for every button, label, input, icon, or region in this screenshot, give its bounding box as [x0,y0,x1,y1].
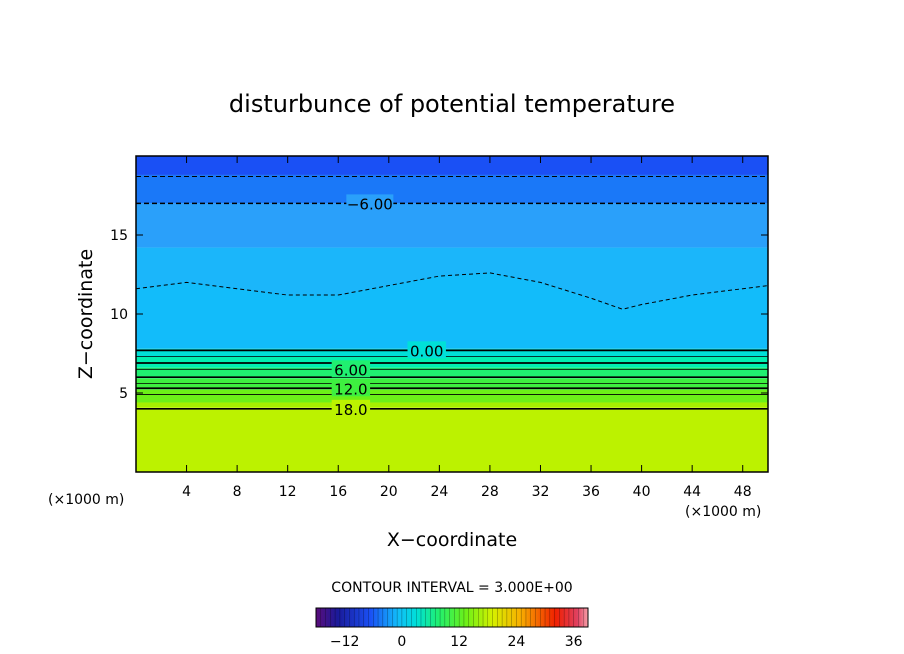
x-tick-label: 4 [182,484,191,500]
upper-region-shade [136,247,768,310]
contour-label: 6.00 [334,361,367,379]
x-tick-label: 12 [279,484,297,500]
contour-label: 0.00 [410,342,443,360]
x-unit-right: (×1000 m) [685,504,761,520]
x-tick-label: 24 [430,484,448,500]
color-band [136,348,768,357]
x-unit-left: (×1000 m) [48,492,124,508]
contour-label-bg [331,379,371,397]
contour-lines [136,176,768,410]
colorbar-tick-label: 0 [397,634,406,650]
color-band [136,174,768,204]
colorbar-tick-label: 36 [565,634,583,650]
chart-title: disturbunce of potential temperature [229,90,675,118]
contour-label: 12.0 [334,380,367,398]
contour-label-bg [331,399,371,417]
x-tick-label: 28 [481,484,499,500]
x-axis-label: X−coordinate [387,529,517,551]
y-tick-label: 10 [110,307,128,323]
y-tick-label: 5 [119,386,128,402]
color-band [136,407,768,472]
color-band [136,389,768,403]
x-tick-label: 48 [734,484,752,500]
y-tick-label: 15 [110,228,128,244]
x-axis-ticks: 4 8 12 16 20 24 28 32 36 40 44 48 [182,156,752,500]
contour-label-bg [331,360,371,378]
y-axis-label: Z−coordinate [75,249,97,379]
contour-label: −6.00 [347,195,393,213]
color-band [136,367,768,379]
x-tick-label: 32 [532,484,550,500]
contour-interval-text: CONTOUR INTERVAL = 3.000E+00 [331,580,572,596]
x-tick-label: 8 [233,484,242,500]
colorbar-tick-label: −12 [330,634,360,650]
colorbar-ticks: −12 0 12 24 36 [330,634,583,650]
x-tick-label: 16 [329,484,347,500]
color-band [136,378,768,390]
contour-label-bg [407,341,446,359]
wavy-dashed-contour [136,272,768,310]
x-tick-label: 36 [582,484,600,500]
y-axis-ticks: 5 10 15 [110,228,768,402]
x-tick-label: 40 [633,484,651,500]
contour-label-bg [346,194,394,212]
color-band [136,203,768,248]
colorbar-tick-label: 12 [450,634,468,650]
contour-label: 18.0 [334,401,367,419]
colorbar-separators [320,608,584,627]
color-band [136,402,768,408]
colorbar [315,607,589,628]
x-tick-label: 20 [380,484,398,500]
color-band [136,156,768,175]
colorbar-tick-label: 24 [508,634,526,650]
x-tick-label: 44 [683,484,701,500]
